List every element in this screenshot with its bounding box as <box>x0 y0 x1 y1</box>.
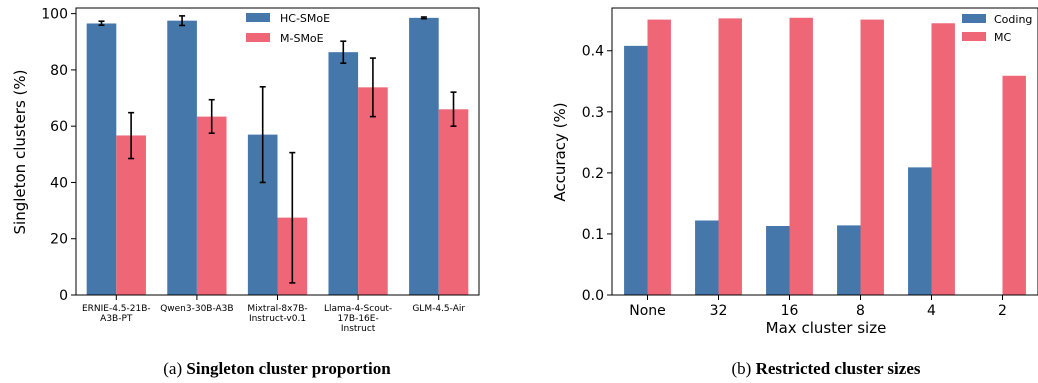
y-tick-label: 0.0 <box>582 288 604 304</box>
caption-b: (b) Restricted cluster sizes <box>732 359 921 378</box>
x-tick-label: Llama-4-Scout- <box>324 304 392 314</box>
bar-coding <box>695 220 719 295</box>
y-tick-label: 40 <box>50 175 68 191</box>
x-tick-label: ERNIE-4.5-21B- <box>82 304 151 314</box>
bar-coding <box>837 225 861 295</box>
y-tick-label: 60 <box>50 119 68 135</box>
y-tick-label: 0.2 <box>582 166 604 182</box>
bar-mc <box>860 19 884 296</box>
chart-b-bars <box>624 17 1026 296</box>
x-tick-label: 2 <box>998 303 1007 319</box>
bar-hc-smoe <box>167 20 197 295</box>
chart-b-y-axis-label: Accuracy (%) <box>551 102 569 201</box>
bar-mc <box>1002 75 1026 295</box>
y-tick-label: 80 <box>50 63 68 79</box>
y-tick-label: 20 <box>50 232 68 248</box>
legend-swatch-coding <box>962 14 986 23</box>
x-tick-label: 32 <box>710 303 728 319</box>
legend-label-mc: MC <box>994 31 1011 44</box>
chart-b-y-axis: 0.0 0.1 0.2 0.3 0.4 <box>582 44 612 304</box>
x-tick-label: 17B-16E- <box>337 314 378 324</box>
chart-a-legend: HC-SMoE M-SMoE <box>246 12 330 45</box>
x-tick-label: Mixtral-8x7B- <box>247 304 307 314</box>
x-tick-label: GLM-4.5-Air <box>412 304 465 314</box>
chart-a-bars <box>86 17 469 295</box>
bar-mc <box>931 23 955 295</box>
bar-mc <box>718 18 742 295</box>
bar-hc-smoe <box>409 17 439 295</box>
legend-label-coding: Coding <box>994 13 1032 26</box>
chart-b-frame <box>611 7 1038 296</box>
x-tick-label: A3B-PT <box>100 314 133 324</box>
chart-restricted-cluster-sizes: 0.0 0.1 0.2 0.3 0.4 None 32 16 8 4 2 Accuracy (%)… <box>551 7 1038 378</box>
bar-mc <box>647 19 671 296</box>
bar-m-smoe <box>196 116 227 295</box>
y-tick-label: 0.3 <box>582 105 604 121</box>
legend-label-hc-smoe: HC-SMoE <box>280 12 330 25</box>
legend-label-m-smoe: M-SMoE <box>280 32 324 45</box>
x-tick-label: 4 <box>927 303 936 319</box>
bar-m-smoe <box>438 109 469 295</box>
bar-m-smoe <box>116 135 146 295</box>
caption-a: (a) Singleton cluster proportion <box>163 359 391 378</box>
x-tick-label: 8 <box>856 303 865 319</box>
x-tick-label: Instruct <box>341 324 376 334</box>
chart-a-error-bars <box>98 15 457 284</box>
x-tick-label: Qwen3-30B-A3B <box>160 304 233 314</box>
x-tick-label: Instruct-v0.1 <box>249 314 306 324</box>
legend-swatch-mc <box>962 32 986 41</box>
bar-hc-smoe <box>86 23 117 295</box>
chart-a-x-axis: ERNIE-4.5-21B-A3B-PT Qwen3-30B-A3B Mixtral… <box>82 295 465 334</box>
y-tick-label: 0.1 <box>582 227 604 243</box>
chart-a-y-axis: 0 20 40 60 80 100 <box>41 7 76 304</box>
chart-b-x-axis: None 32 16 8 4 2 <box>629 295 1007 319</box>
y-tick-label: 100 <box>41 7 68 23</box>
chart-b-x-axis-label: Max cluster size <box>766 319 887 337</box>
x-tick-label: 16 <box>781 303 799 319</box>
bar-coding <box>766 225 790 295</box>
y-tick-label: 0.4 <box>582 44 604 60</box>
bar-coding <box>624 45 648 295</box>
chart-b-legend: Coding MC <box>962 13 1032 44</box>
x-tick-label: None <box>629 303 666 319</box>
chart-singleton-clusters: 0 20 40 60 80 100 ERNIE-4.5-21B-A3B-PT Qwen3-3… <box>11 7 480 378</box>
bar-coding <box>908 167 932 295</box>
y-tick-label: 0 <box>59 288 68 304</box>
legend-swatch-m-smoe <box>246 33 270 42</box>
chart-a-y-axis-label: Singleton clusters (%) <box>11 70 29 235</box>
bar-hc-smoe <box>328 52 359 295</box>
bar-mc <box>789 17 813 296</box>
bar-m-smoe <box>358 87 388 295</box>
legend-swatch-hc-smoe <box>246 13 270 22</box>
